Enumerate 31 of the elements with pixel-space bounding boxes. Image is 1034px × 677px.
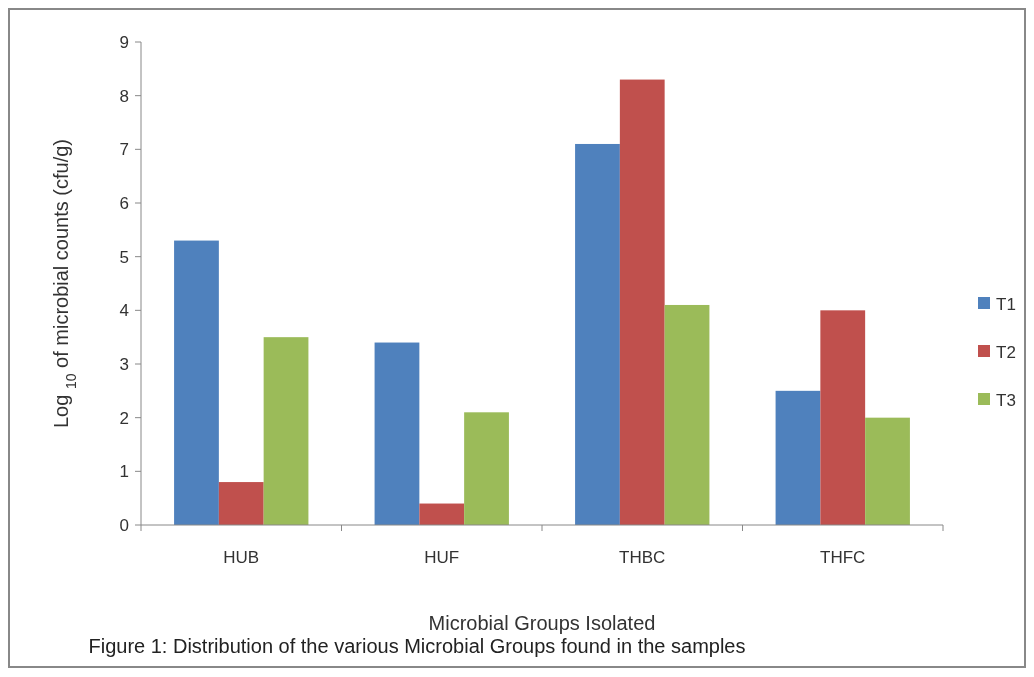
bar <box>464 412 509 525</box>
legend-label: T3 <box>996 390 1016 410</box>
x-tick-label: THFC <box>820 548 866 567</box>
bar <box>820 310 866 525</box>
y-tick-label: 9 <box>119 32 129 52</box>
y-tick-label: 3 <box>119 354 129 374</box>
x-tick-label: HUF <box>424 548 460 567</box>
y-tick-label: 2 <box>119 408 129 428</box>
bar <box>174 240 219 525</box>
y-tick-label: 7 <box>119 140 129 160</box>
bar <box>575 143 620 525</box>
legend-label: T2 <box>996 342 1016 362</box>
y-tick-label: 4 <box>119 301 129 321</box>
x-axis-title: Microbial Groups Isolated <box>428 612 656 634</box>
y-tick-label: 5 <box>119 247 129 267</box>
y-tick-label: 1 <box>119 462 129 482</box>
bar <box>865 417 910 525</box>
bar <box>775 390 821 525</box>
bar <box>419 503 465 525</box>
bar <box>664 304 710 525</box>
caption: Figure 1: Distribution of the various Microbial Groups found in the samples <box>88 635 746 657</box>
bar <box>374 342 420 525</box>
y-tick-label: 6 <box>119 193 129 213</box>
bar <box>218 482 264 525</box>
x-tick-label: THBC <box>619 548 666 567</box>
legend-label: T1 <box>996 294 1016 314</box>
x-tick-label: HUB <box>223 548 260 567</box>
bar <box>619 79 665 525</box>
y-tick-label: 8 <box>119 86 129 106</box>
y-tick-label: 0 <box>119 515 129 535</box>
bar <box>263 337 309 525</box>
